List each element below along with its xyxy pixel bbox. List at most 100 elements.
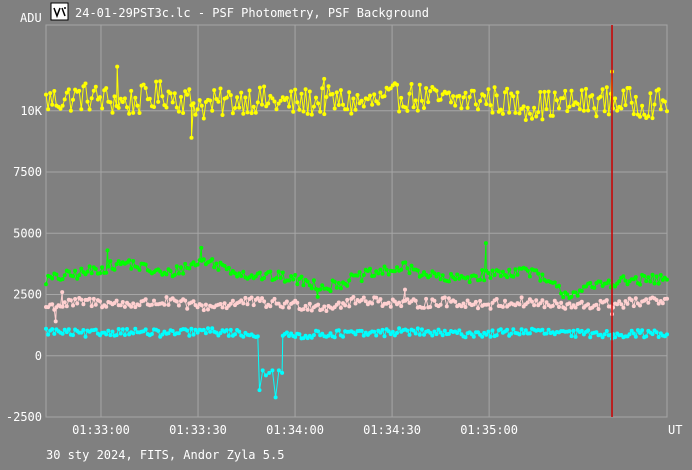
data-point — [521, 104, 526, 109]
data-point — [648, 91, 653, 96]
data-point — [525, 105, 530, 110]
data-point — [621, 274, 626, 279]
data-point — [71, 97, 75, 102]
data-point — [156, 99, 161, 104]
data-point — [166, 302, 171, 307]
data-point — [149, 302, 154, 307]
data-point — [210, 257, 215, 262]
data-point — [546, 89, 551, 94]
data-point — [444, 304, 449, 309]
data-point — [214, 261, 219, 266]
data-point — [386, 329, 391, 334]
data-point — [463, 90, 468, 95]
data-point — [442, 328, 447, 333]
data-point — [488, 334, 493, 339]
data-point — [473, 274, 478, 279]
data-point — [372, 92, 377, 97]
data-point — [428, 89, 433, 94]
data-point — [519, 327, 524, 332]
data-point — [446, 90, 451, 95]
data-point — [478, 277, 483, 282]
data-point — [370, 102, 375, 107]
data-point — [114, 262, 119, 267]
data-point — [152, 105, 156, 109]
data-point — [199, 303, 204, 308]
data-point — [299, 91, 304, 96]
data-point — [604, 281, 609, 286]
data-point — [378, 267, 383, 272]
data-point — [44, 282, 48, 287]
data-point — [301, 109, 306, 114]
data-point — [438, 277, 443, 282]
data-point — [270, 96, 275, 101]
data-point — [195, 330, 200, 335]
data-point — [357, 270, 362, 275]
data-point — [203, 302, 208, 307]
data-point — [503, 298, 507, 303]
data-point — [586, 108, 591, 113]
data-point — [596, 307, 601, 311]
data-point — [137, 303, 142, 308]
data-point — [586, 302, 591, 307]
data-point — [143, 297, 148, 302]
data-point — [284, 330, 289, 335]
x-axis-ticks: 01:33:00 01:33:30 01:34:00 01:34:30 01:35:00 — [72, 423, 518, 437]
data-point — [554, 98, 559, 103]
data-point — [260, 368, 265, 373]
data-point — [64, 330, 69, 335]
data-point — [509, 331, 514, 336]
data-point — [278, 98, 283, 103]
data-point — [552, 280, 557, 285]
data-point — [575, 101, 580, 106]
data-point — [631, 304, 636, 309]
data-point — [131, 331, 136, 336]
series-3 — [44, 287, 669, 324]
data-point — [638, 303, 642, 308]
data-point — [619, 106, 624, 111]
data-point — [365, 97, 370, 102]
data-point — [424, 86, 429, 91]
data-point — [579, 88, 584, 93]
data-point — [498, 327, 503, 332]
data-point — [233, 106, 237, 110]
data-point — [415, 326, 420, 331]
data-point — [405, 266, 410, 271]
data-point — [228, 301, 233, 306]
footer-info: 30 sty 2024, FITS, Andor Zyla 5.5 — [46, 448, 284, 462]
data-point — [81, 328, 86, 332]
data-point — [241, 269, 246, 274]
data-point — [617, 299, 622, 304]
data-point — [251, 303, 256, 308]
data-point — [60, 290, 65, 295]
data-point — [363, 299, 368, 304]
data-point — [301, 307, 306, 312]
data-point — [432, 271, 437, 276]
x-axis-label: UT — [668, 423, 682, 437]
data-point — [164, 272, 169, 277]
data-point — [604, 329, 609, 333]
data-point — [338, 286, 343, 291]
data-point — [517, 332, 522, 337]
data-point — [316, 101, 321, 106]
window-title: 24-01-29PST3c.lc - PSF Photometry, PSF B… — [75, 6, 429, 20]
data-point — [397, 109, 402, 114]
data-point — [584, 86, 588, 91]
data-point — [237, 329, 242, 334]
data-point — [100, 106, 105, 111]
data-point — [471, 334, 476, 339]
data-point — [629, 328, 634, 333]
data-point — [224, 95, 229, 100]
data-point — [58, 106, 63, 111]
data-point — [176, 271, 181, 276]
data-point — [559, 291, 564, 296]
data-point — [382, 334, 387, 339]
data-point — [405, 297, 410, 302]
data-point — [203, 331, 208, 336]
data-point — [345, 107, 350, 112]
data-point — [463, 305, 468, 309]
data-point — [461, 95, 466, 100]
data-point — [64, 304, 69, 309]
data-point — [349, 111, 354, 116]
data-point — [665, 332, 669, 337]
data-point — [137, 267, 142, 272]
